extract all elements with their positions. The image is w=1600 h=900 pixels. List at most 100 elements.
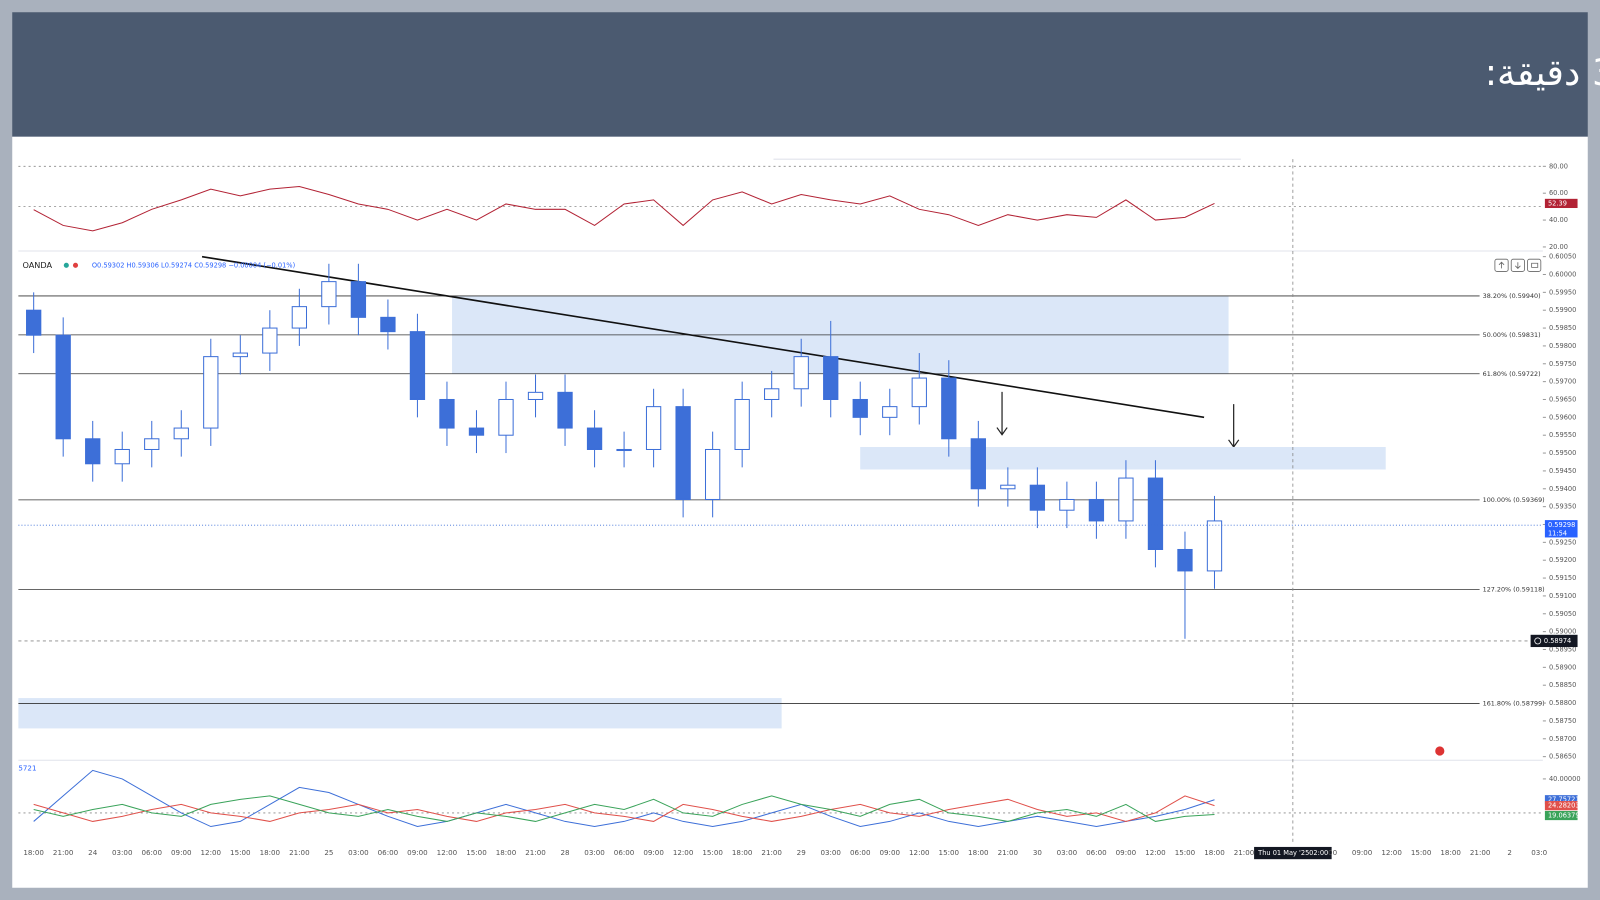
toolbar-icons xyxy=(1498,261,1539,269)
candle-body xyxy=(1206,520,1223,572)
button-down[interactable] xyxy=(1510,258,1525,272)
chart-area xyxy=(12,136,1588,888)
x-tick-label: 15:00 xyxy=(702,848,723,857)
header xyxy=(12,12,1588,137)
value-badge-label: 52.39 xyxy=(1548,199,1567,207)
candle-body xyxy=(409,331,426,400)
x-tick-label: 06:00 xyxy=(141,848,162,857)
x-tick-label: 24 xyxy=(88,848,98,857)
x-tick-label: 18:00 xyxy=(732,848,753,857)
x-tick-label: 12:00 xyxy=(1145,848,1166,857)
y-tick-label: 0.58850 xyxy=(1549,681,1576,689)
candle-body xyxy=(793,356,809,390)
y-tick-label: 0.59700 xyxy=(1549,378,1576,386)
candle-body xyxy=(55,334,71,440)
y-tick-label: 80.00 xyxy=(1549,162,1568,170)
indicator-line xyxy=(33,795,1215,822)
x-tick-label: 2 xyxy=(1507,848,1512,857)
fib-label: 100.00% (0.59369) xyxy=(1483,496,1545,504)
symbol: OANDA xyxy=(22,260,52,270)
fib-label: 38.20% (0.59940) xyxy=(1483,292,1541,300)
x-tick-label: 03:0 xyxy=(1531,848,1547,857)
x-tick-label: 00 xyxy=(1328,848,1338,857)
value-badge-label: 19.06379 xyxy=(1548,812,1580,820)
x-tick-label: 12:00 xyxy=(1381,848,1402,857)
candle-body xyxy=(498,398,514,436)
candle-body xyxy=(852,398,868,418)
y-tick-label: 40.00 xyxy=(1549,216,1568,224)
y-tick-label: 0.59850 xyxy=(1549,324,1576,332)
x-tick-label: 18:00 xyxy=(23,848,44,857)
candle-body xyxy=(911,377,927,408)
x-tick-label: 12:00 xyxy=(437,848,458,857)
candle-body xyxy=(1118,477,1134,522)
button-reset[interactable] xyxy=(1527,258,1542,272)
candle-body xyxy=(586,427,603,450)
x-tick-label: 03:00 xyxy=(584,848,605,857)
candle-body xyxy=(764,388,780,400)
candle-body xyxy=(1029,484,1046,511)
y-tick-label: 0.59650 xyxy=(1549,395,1576,403)
y-tick-label: 0.59750 xyxy=(1549,360,1576,368)
x-tick-label: 15:00 xyxy=(1175,848,1196,857)
y-tick-label: 60.00 xyxy=(1549,189,1568,197)
y-tick-label: 0.59150 xyxy=(1549,574,1576,582)
y-tick-label: 0.59200 xyxy=(1549,556,1576,564)
button-up[interactable] xyxy=(1494,258,1509,272)
status-dot xyxy=(63,262,69,268)
fib-label: 61.80% (0.59722) xyxy=(1483,370,1541,378)
value-badge xyxy=(1544,795,1578,805)
y-tick-label: 0.58750 xyxy=(1549,717,1576,725)
candle-body xyxy=(1147,477,1164,550)
y-tick-label: 0.59950 xyxy=(1549,288,1576,296)
x-tick-label: 09:00 xyxy=(171,848,192,857)
candle-body xyxy=(557,391,573,429)
fib-label: 161.80% (0.58799) xyxy=(1483,699,1545,707)
candle-body xyxy=(173,427,189,440)
page-title: رسم بياني لحركة الدولار النيوزيلندي/دولا… xyxy=(1485,48,1600,94)
x-tick-label: 18:00 xyxy=(496,848,517,857)
fib-label: 127.20% (0.59118) xyxy=(1483,585,1545,593)
y-tick-label: 0.59550 xyxy=(1549,431,1576,439)
x-tick-label: 03:00 xyxy=(820,848,841,857)
y-tick-label: 0.58950 xyxy=(1549,645,1576,653)
x-tick-label: 18:00 xyxy=(1204,848,1225,857)
x-tick-label: 15:00 xyxy=(466,848,487,857)
down-arrow xyxy=(996,391,1008,436)
y-tick-label: 0.59100 xyxy=(1549,592,1576,600)
crosshair-icon xyxy=(1534,637,1542,645)
zone xyxy=(860,446,1386,470)
event-flag[interactable] xyxy=(1434,745,1446,757)
candle-body xyxy=(616,448,632,452)
x-tick-label: 12:00 xyxy=(673,848,694,857)
x-tick-label: 21:00 xyxy=(1234,848,1255,857)
y-tick-label: 0.59400 xyxy=(1549,485,1576,493)
x-tick-label: 09:00 xyxy=(1116,848,1137,857)
candle-body xyxy=(970,438,986,490)
x-tick-label: 30 xyxy=(1033,848,1043,857)
candle-body xyxy=(291,306,308,329)
indicator-line xyxy=(33,795,1215,822)
toolbar[interactable] xyxy=(1494,258,1542,272)
x-tick-label: 12:00 xyxy=(909,848,930,857)
x-tick-label: 15:00 xyxy=(230,848,251,857)
y-tick-label: 0.59600 xyxy=(1549,413,1576,421)
last-price-label: 0.59298 xyxy=(1548,521,1575,529)
crosshair-time: 02:00 xyxy=(1309,849,1328,857)
x-tick-label: 18:00 xyxy=(968,848,989,857)
candle-body xyxy=(882,406,898,418)
candle-body xyxy=(941,377,957,440)
countdown-label: 11:54 xyxy=(1548,529,1567,537)
candle-body xyxy=(262,327,278,354)
x-tick-label: 09:00 xyxy=(407,848,428,857)
x-tick-label: 29 xyxy=(797,848,807,857)
candle-body xyxy=(675,406,691,500)
fib-label: 50.00% (0.59831) xyxy=(1483,331,1541,339)
value-badge xyxy=(1544,810,1578,821)
y-tick-label: 0.59500 xyxy=(1549,449,1576,457)
candle-body xyxy=(380,316,396,333)
y-tick-label: 0.59800 xyxy=(1549,342,1576,350)
value-badge xyxy=(1544,801,1578,811)
crosshair-price-badge xyxy=(1530,634,1578,648)
zone xyxy=(18,698,782,729)
